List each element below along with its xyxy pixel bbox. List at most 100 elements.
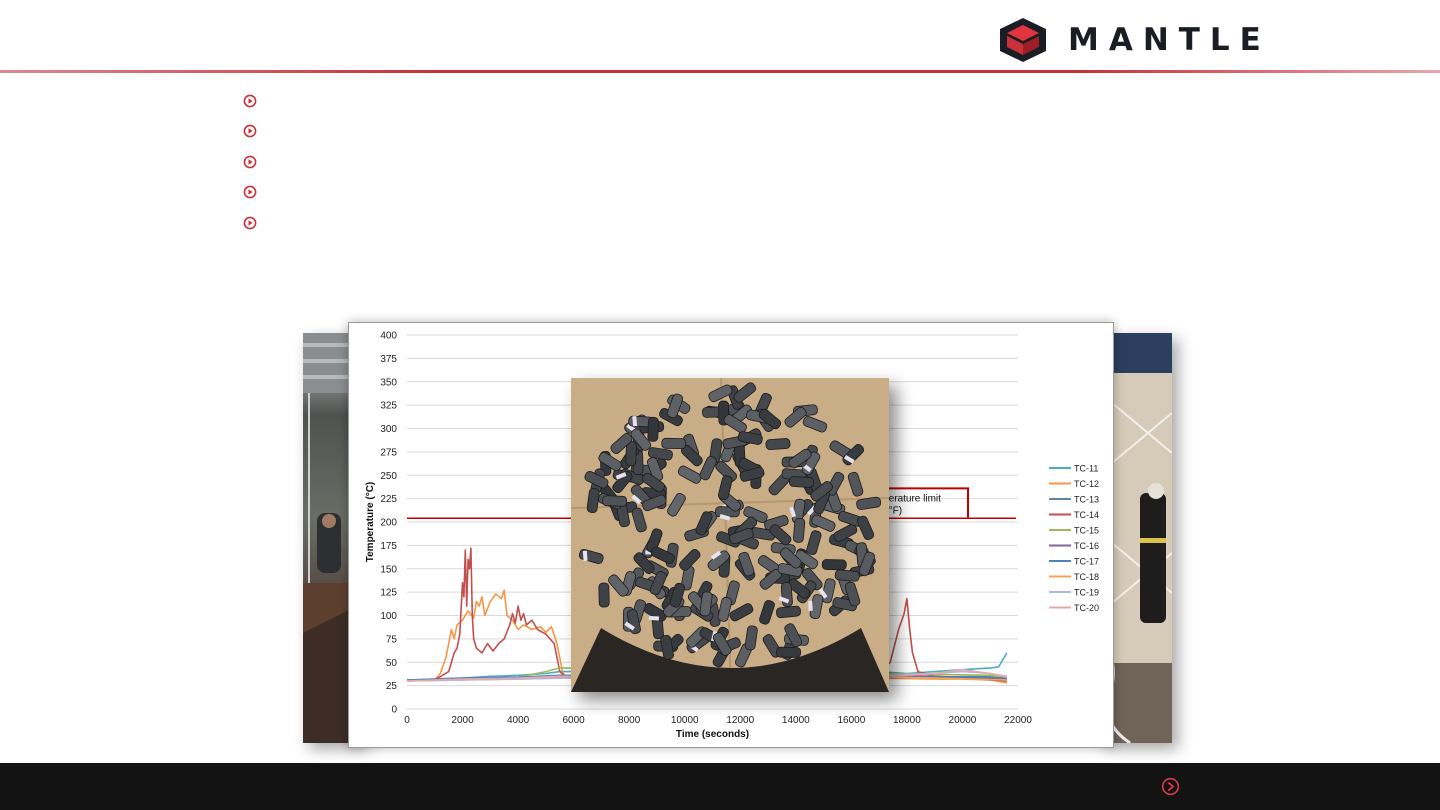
battery-cell-shape <box>608 574 629 597</box>
battery-cell-shape <box>789 476 814 488</box>
battery-cell-shape <box>776 646 802 658</box>
y-tick-label: 25 <box>386 681 398 692</box>
x-tick-label: 10000 <box>671 715 699 726</box>
x-tick-label: 18000 <box>893 715 921 726</box>
battery-cell-shape <box>733 382 757 403</box>
battery-cell-shape <box>793 517 806 543</box>
legend-entry: TC-17 <box>1074 557 1099 567</box>
battery-cell-shape <box>679 549 701 571</box>
battery-cell-shape <box>602 495 628 507</box>
slide-footer <box>0 763 1440 810</box>
battery-cell-shape <box>779 547 802 569</box>
battery-cell-shape <box>776 605 801 619</box>
x-tick-label: 2000 <box>451 715 474 726</box>
battery-cell-shape <box>584 470 609 489</box>
y-tick-label: 325 <box>380 401 397 412</box>
battery-cell-shape <box>788 448 812 469</box>
temperature-limit-label-unit: 0°F) <box>883 506 902 517</box>
y-tick-label: 100 <box>380 611 397 622</box>
battery-cell-shape <box>834 569 860 582</box>
y-tick-label: 400 <box>380 331 397 342</box>
x-tick-label: 12000 <box>726 715 754 726</box>
legend-entry: TC-13 <box>1074 495 1099 505</box>
bullet-icon <box>243 216 257 230</box>
battery-cell-shape <box>787 578 811 599</box>
battery-cell-shape <box>821 559 847 571</box>
battery-cell-shape <box>717 596 732 622</box>
wrapper-debris-shape <box>719 514 731 521</box>
battery-cell-shape <box>847 471 864 497</box>
next-slide-icon[interactable] <box>1161 777 1180 796</box>
legend-entry: TC-14 <box>1074 510 1099 520</box>
battery-cell-shape <box>712 632 732 656</box>
bullet-icon <box>243 185 257 199</box>
mantle-logo: MANTLE <box>998 17 1378 63</box>
y-tick-label: 350 <box>380 377 397 388</box>
battery-cell-shape <box>737 431 763 445</box>
burnt-battery-cells-photo <box>571 378 889 692</box>
y-tick-label: 225 <box>380 494 397 505</box>
battery-cell-shape <box>667 492 686 517</box>
battery-cell-shape <box>844 581 861 607</box>
legend-entry: TC-20 <box>1074 603 1099 613</box>
battery-cell-shape <box>649 570 667 596</box>
wrapper-debris-shape <box>632 415 638 427</box>
header-divider <box>0 70 1440 73</box>
wrapper-debris-shape <box>789 506 796 518</box>
legend-entry: TC-16 <box>1074 541 1099 551</box>
wrapper-debris-shape <box>631 494 642 505</box>
y-tick-label: 150 <box>380 564 397 575</box>
hexagon-cube-logo-icon <box>1000 18 1046 62</box>
battery-cell-shape <box>586 488 600 514</box>
battery-cell-shape <box>784 406 807 428</box>
y-axis-label: Temperature (°C) <box>365 482 376 563</box>
bullet-icon <box>243 124 257 138</box>
battery-cell-shape <box>641 472 666 493</box>
y-tick-label: 200 <box>380 518 397 529</box>
battery-cell-shape <box>856 515 875 540</box>
y-tick-label: 300 <box>380 424 397 435</box>
battery-cell-shape <box>677 465 702 484</box>
battery-cell-shape <box>669 582 686 608</box>
legend-entry: TC-19 <box>1074 588 1099 598</box>
wrapper-debris-shape <box>808 600 813 611</box>
battery-cell-shape <box>647 447 673 461</box>
battery-cell-shape <box>765 438 791 451</box>
battery-cell-shape <box>708 384 733 403</box>
legend-entry: TC-15 <box>1074 526 1099 536</box>
logo-wordmark: MANTLE <box>1068 22 1271 58</box>
battery-cell-shape <box>858 551 876 577</box>
wrapper-debris-shape <box>710 550 722 560</box>
slide-header: MANTLE <box>0 0 1440 72</box>
legend-entry: TC-18 <box>1074 572 1099 582</box>
temperature-limit-label: perature limit <box>883 493 941 504</box>
battery-cell-shape <box>695 511 713 536</box>
wrapper-debris-shape <box>843 455 855 464</box>
series-line-tc-12 <box>406 589 1008 684</box>
legend-entry: TC-12 <box>1074 479 1099 489</box>
battery-cell-shape <box>856 496 882 510</box>
y-tick-label: 175 <box>380 541 397 552</box>
battery-cell-shape <box>806 530 822 556</box>
battery-cell-shape <box>633 552 655 575</box>
x-axis-label: Time (seconds) <box>676 729 749 740</box>
battery-cell-shape <box>631 507 647 533</box>
battery-cell-shape <box>769 524 792 546</box>
battery-cell-shape <box>833 523 858 542</box>
battery-cell-shape <box>723 414 747 434</box>
series-line-tc-17 <box>406 674 1007 681</box>
battery-cell-shape <box>717 475 733 501</box>
x-tick-label: 6000 <box>563 715 586 726</box>
y-tick-label: 75 <box>386 634 398 645</box>
x-tick-label: 4000 <box>507 715 530 726</box>
wrapper-debris-shape <box>778 596 790 604</box>
battery-cell-shape <box>729 528 754 545</box>
legend-entry: TC-11 <box>1074 464 1098 474</box>
battery-cell-shape <box>610 432 633 454</box>
battery-cell-shape <box>660 634 674 660</box>
wrapper-debris-shape <box>624 621 635 631</box>
battery-cell-shape <box>598 582 610 608</box>
battery-cell-shape <box>811 514 836 532</box>
battery-cell-shape <box>699 456 717 481</box>
y-tick-label: 50 <box>386 658 398 669</box>
